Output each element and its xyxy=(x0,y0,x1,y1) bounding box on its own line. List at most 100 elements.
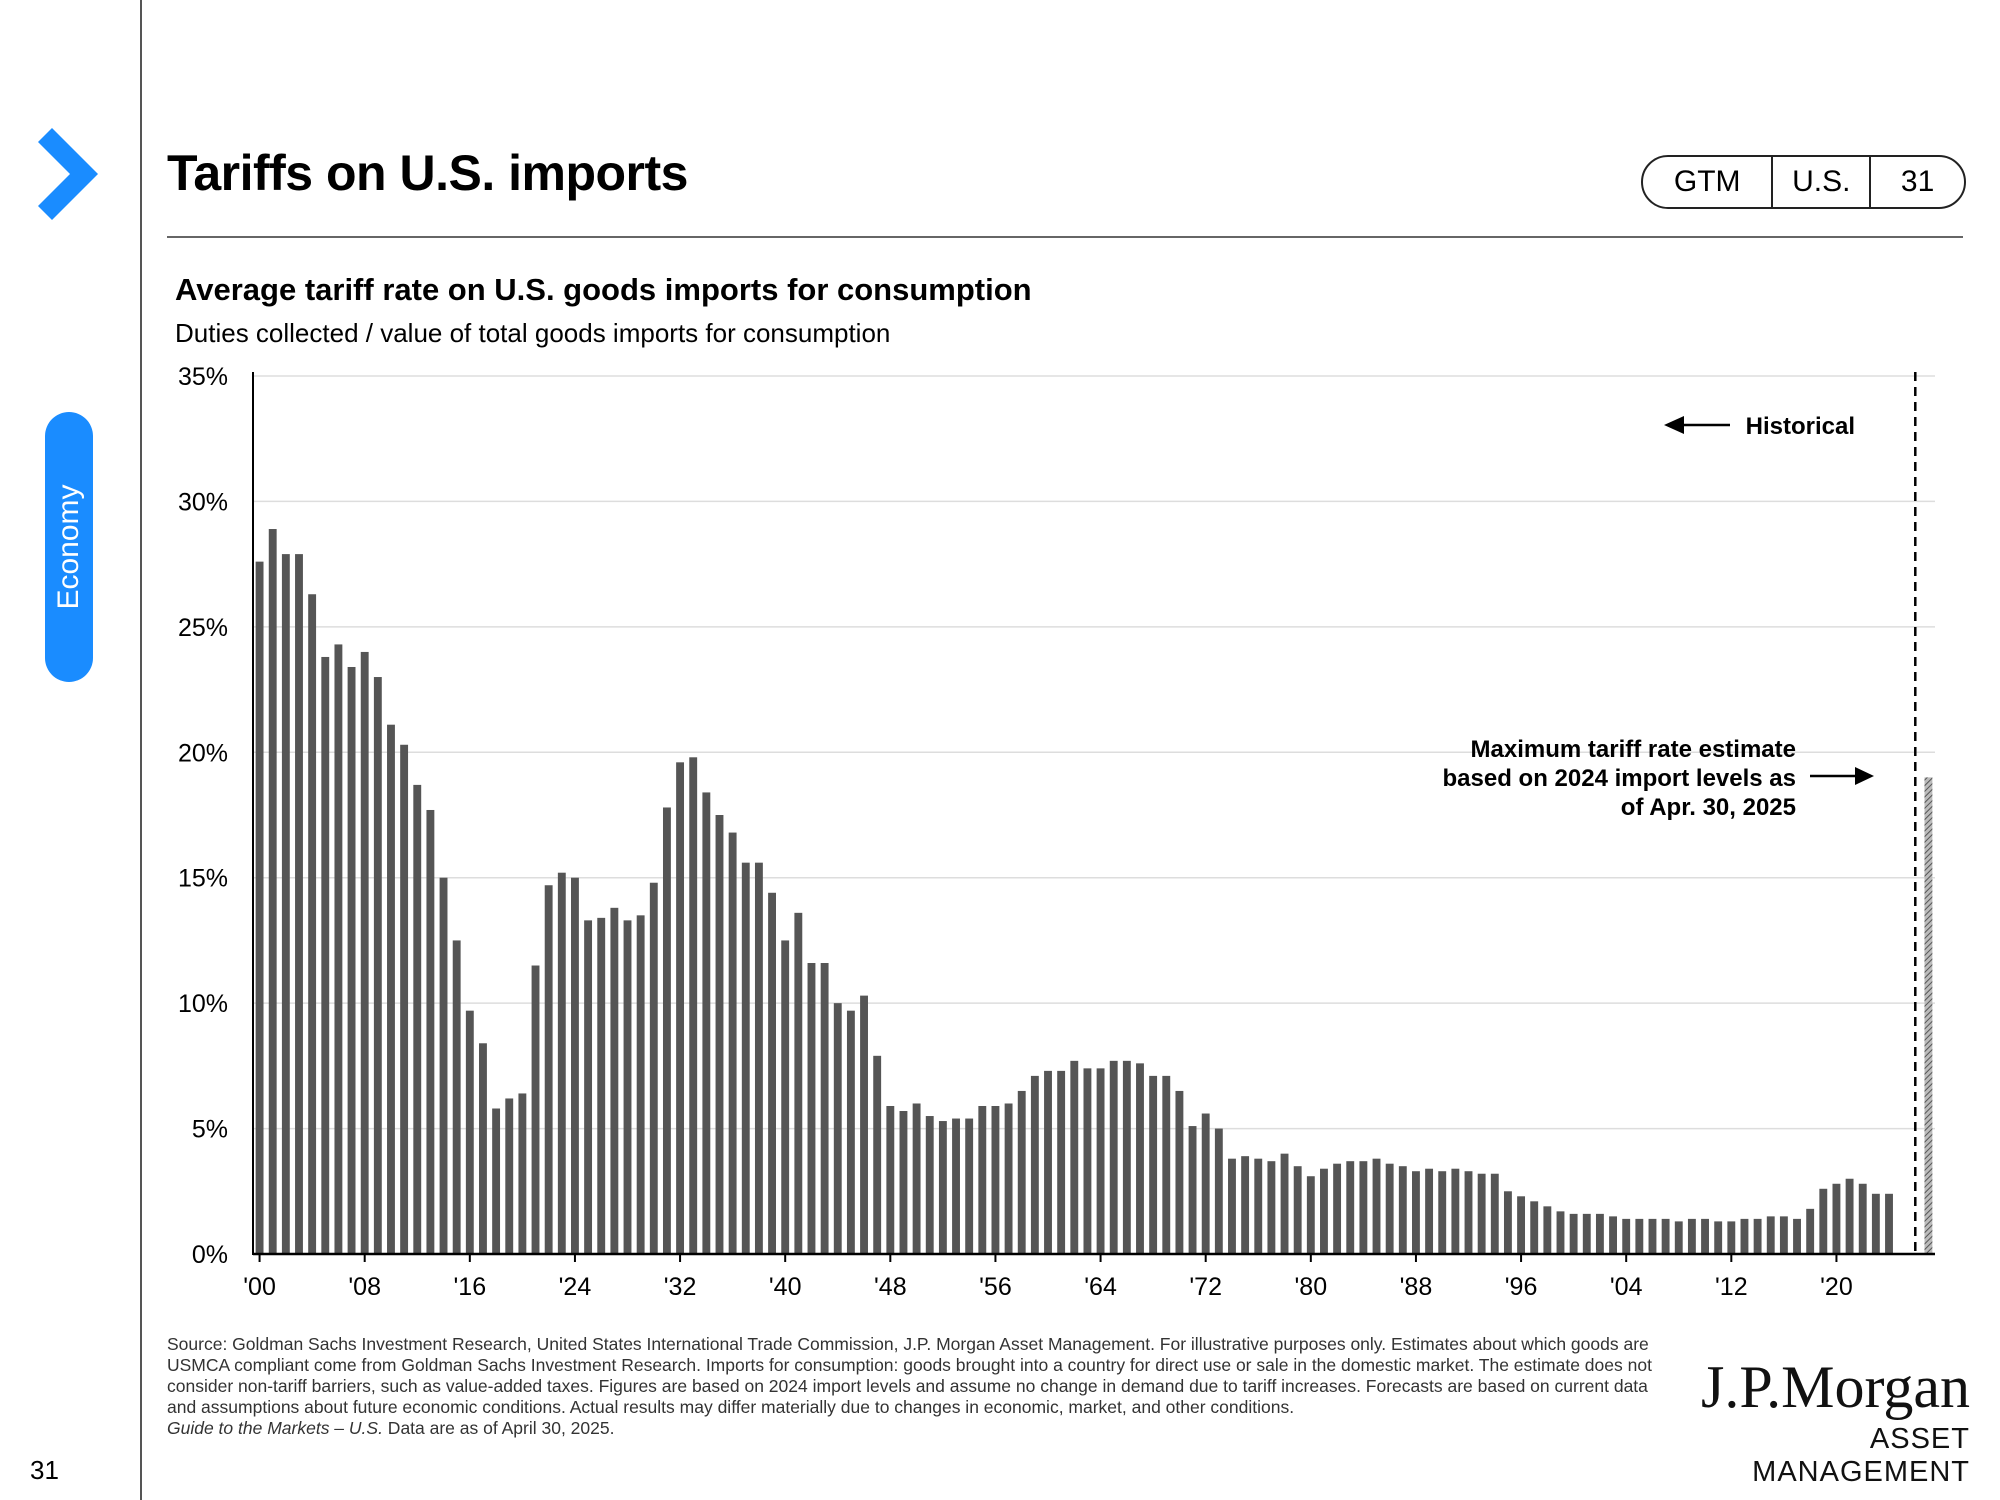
bar-1966 xyxy=(1122,1060,1131,1254)
x-tick-label: '56 xyxy=(979,1273,1012,1301)
bar-1983 xyxy=(1346,1161,1355,1254)
bar-1914 xyxy=(439,877,448,1254)
bar-2006 xyxy=(1648,1218,1657,1254)
y-tick-label: 30% xyxy=(178,488,228,516)
left-divider xyxy=(140,0,142,1500)
bar-1949 xyxy=(899,1111,908,1254)
footnote-asof: Data are as of April 30, 2025. xyxy=(382,1418,615,1438)
bar-1942 xyxy=(807,963,816,1254)
bar-1924 xyxy=(571,877,579,1254)
bar-1984 xyxy=(1359,1161,1368,1254)
bar-1904 xyxy=(308,594,317,1254)
bar-1940 xyxy=(781,940,790,1254)
x-tick-label: '64 xyxy=(1084,1273,1117,1301)
bar-1992 xyxy=(1464,1171,1473,1254)
y-tick-label: 0% xyxy=(192,1241,228,1269)
badge-page: 31 xyxy=(1869,157,1964,207)
bar-1993 xyxy=(1477,1173,1486,1254)
y-tick-label: 25% xyxy=(178,614,228,642)
bar-1974 xyxy=(1228,1158,1236,1254)
bar-1962 xyxy=(1070,1060,1079,1254)
footnote: Source: Goldman Sachs Investment Researc… xyxy=(167,1334,1657,1439)
x-tick-label: '04 xyxy=(1610,1273,1643,1301)
bar-1963 xyxy=(1083,1068,1092,1254)
y-tick-label: 20% xyxy=(178,739,228,767)
bar-1960 xyxy=(1044,1070,1052,1254)
bar-1959 xyxy=(1030,1075,1039,1254)
bar-1979 xyxy=(1293,1166,1302,1254)
x-tick-label: '88 xyxy=(1400,1273,1433,1301)
bar-1931 xyxy=(662,807,671,1254)
bar-forecast-estimate xyxy=(1924,777,1933,1254)
bar-2016 xyxy=(1779,1216,1788,1254)
bar-1954 xyxy=(965,1118,974,1254)
bar-chart: 0% 5% 10% 15% 20% 25% 30% 35% '00 '08 '16 '24 '32 '40… xyxy=(178,363,1935,1301)
bar-2023 xyxy=(1871,1193,1880,1254)
bar-1968 xyxy=(1149,1075,1158,1254)
max-estimate-label: of Apr. 30, 2025 xyxy=(1621,794,1796,821)
bar-1916 xyxy=(465,1010,474,1254)
bar-1909 xyxy=(373,677,382,1254)
bar-1967 xyxy=(1136,1063,1144,1254)
bar-1902 xyxy=(281,554,290,1254)
bar-1975 xyxy=(1241,1156,1250,1254)
bar-1981 xyxy=(1320,1168,1328,1254)
bar-1932 xyxy=(676,762,685,1254)
bar-1961 xyxy=(1057,1070,1066,1254)
bar-2018 xyxy=(1806,1208,1815,1254)
bar-1969 xyxy=(1162,1075,1171,1254)
bar-2021 xyxy=(1845,1178,1854,1254)
y-tick-label: 35% xyxy=(178,363,228,391)
x-tick-label: '96 xyxy=(1505,1273,1538,1301)
bar-1941 xyxy=(794,912,803,1254)
bar-2013 xyxy=(1740,1218,1749,1254)
side-tab-economy[interactable]: Economy xyxy=(45,412,93,682)
bar-1937 xyxy=(741,862,750,1254)
bar-1997 xyxy=(1530,1201,1539,1254)
badge-gtm: GTM xyxy=(1673,165,1741,198)
bar-1901 xyxy=(268,529,277,1254)
bar-1985 xyxy=(1372,1158,1381,1254)
bar-1905 xyxy=(321,656,330,1254)
x-tick-label: '08 xyxy=(348,1273,381,1301)
x-tick-label: '48 xyxy=(874,1273,907,1301)
bar-1972 xyxy=(1201,1113,1210,1254)
bar-1948 xyxy=(886,1105,895,1254)
bar-2004 xyxy=(1622,1218,1631,1254)
bar-1927 xyxy=(610,907,619,1254)
x-tick-label: '40 xyxy=(769,1273,802,1301)
bar-2003 xyxy=(1609,1216,1617,1254)
bar-1912 xyxy=(413,784,422,1254)
bar-1923 xyxy=(557,872,566,1254)
x-tick-label: '12 xyxy=(1715,1273,1748,1301)
bar-2005 xyxy=(1635,1218,1644,1254)
bar-1906 xyxy=(334,644,343,1254)
bar-1946 xyxy=(860,995,868,1254)
bar-1933 xyxy=(689,757,698,1254)
bar-1987 xyxy=(1398,1166,1407,1254)
bar-2014 xyxy=(1753,1218,1762,1254)
bar-1971 xyxy=(1188,1126,1197,1254)
bar-1926 xyxy=(597,917,606,1254)
bar-2011 xyxy=(1714,1221,1723,1254)
logo-name: J.P.Morgan xyxy=(1701,1354,1970,1420)
bar-1934 xyxy=(702,792,711,1254)
page-number: 31 xyxy=(30,1455,59,1485)
chevron-right-icon xyxy=(38,128,98,220)
bar-2001 xyxy=(1582,1213,1591,1254)
bar-1951 xyxy=(925,1116,934,1254)
badge-region: U.S. xyxy=(1771,157,1869,207)
bar-1947 xyxy=(873,1055,882,1254)
x-tick-label: '16 xyxy=(454,1273,487,1301)
bar-1982 xyxy=(1333,1163,1342,1254)
bar-2012 xyxy=(1727,1221,1736,1254)
bar-1900 xyxy=(255,561,264,1254)
bar-1910 xyxy=(387,724,395,1254)
chart-subtitle: Duties collected / value of total goods … xyxy=(175,318,891,348)
bar-1920 xyxy=(518,1093,527,1254)
x-tick-label: '72 xyxy=(1189,1273,1222,1301)
bar-2022 xyxy=(1858,1183,1867,1254)
bar-2017 xyxy=(1793,1218,1801,1254)
bar-1936 xyxy=(728,832,737,1254)
bar-1944 xyxy=(833,1003,842,1254)
